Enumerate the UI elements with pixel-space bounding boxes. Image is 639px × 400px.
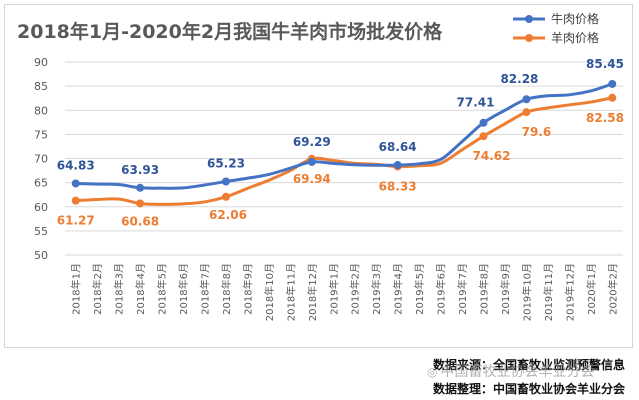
x-tick-label: 2018年3月 (113, 263, 126, 315)
line-chart: 2018年1月-2020年2月我国牛羊肉市场批发价格 50 55 60 65 70 75 8… (17, 11, 624, 321)
source-note-1: 数据来源：全国畜牧业监测预警信息 (432, 358, 625, 372)
legend-marker (525, 34, 533, 42)
data-label: 82.58 (586, 111, 624, 125)
x-tick-label: 2019年1月 (327, 263, 340, 315)
x-tick-label: 2018年2月 (91, 263, 104, 315)
data-label: 77.41 (457, 96, 495, 110)
x-axis-ticks: 2018年1月 2018年2月 2018年3月 2018年4月 2018年5月 2018年… (70, 263, 620, 321)
x-tick-label: 2018年8月 (220, 263, 233, 315)
y-tick-label: 50 (34, 249, 48, 262)
x-tick-label: 2019年12月 (563, 263, 576, 321)
legend-label: 羊肉价格 (551, 30, 599, 45)
y-tick-label: 90 (34, 56, 48, 69)
data-point (221, 192, 230, 201)
watermark: ◎ 中国畜牧业协会羊业分会 (427, 361, 594, 381)
data-point (307, 157, 316, 166)
y-tick-label: 85 (34, 80, 48, 93)
y-tick-label: 75 (34, 128, 48, 141)
x-tick-label: 2019年2月 (349, 263, 362, 315)
data-label: 69.29 (293, 135, 331, 149)
x-tick-label: 2019年8月 (478, 263, 491, 315)
data-label: 74.62 (473, 149, 511, 163)
data-point (479, 132, 488, 141)
y-tick-label: 55 (34, 225, 48, 238)
y-tick-label: 60 (34, 201, 48, 214)
data-label: 68.64 (379, 140, 417, 154)
y-axis-ticks: 50 55 60 65 70 75 80 85 90 (34, 56, 48, 262)
x-tick-label: 2019年4月 (392, 263, 405, 315)
y-tick-label: 70 (34, 153, 48, 166)
x-tick-label: 2019年9月 (499, 263, 512, 315)
chart-title: 2018年1月-2020年2月我国牛羊肉市场批发价格 (17, 20, 443, 43)
watermark-text: 中国畜牧业协会羊业分会 (440, 364, 595, 380)
data-point (71, 179, 80, 188)
wechat-icon: ◎ (427, 365, 438, 379)
data-labels: 64.83 63.93 65.23 69.29 68.64 77.41 82.28 85.45… (57, 57, 624, 229)
data-point (479, 118, 488, 127)
x-tick-label: 2019年7月 (456, 263, 469, 315)
data-point (608, 93, 617, 102)
x-tick-label: 2018年5月 (156, 263, 169, 315)
legend-marker (525, 15, 533, 23)
x-tick-label: 2018年12月 (306, 263, 319, 321)
legend-label: 牛肉价格 (551, 11, 599, 26)
data-label: 64.83 (57, 158, 95, 172)
series-lines (71, 79, 617, 208)
data-point (393, 161, 402, 170)
data-label: 63.93 (121, 163, 159, 177)
data-point (136, 199, 145, 208)
source-note-2: 数据整理：中国畜牧业协会羊业分会 (432, 382, 625, 396)
data-label: 68.33 (379, 180, 417, 194)
chart-panel: 2018年1月-2020年2月我国牛羊肉市场批发价格 50 55 60 65 70 75 8… (4, 4, 633, 348)
data-point (522, 95, 531, 104)
data-label: 60.68 (121, 214, 159, 228)
data-label: 62.06 (209, 208, 247, 222)
y-tick-label: 80 (34, 104, 48, 117)
x-tick-label: 2018年11月 (284, 263, 297, 321)
x-tick-label: 2018年9月 (241, 263, 254, 315)
x-tick-label: 2018年4月 (134, 263, 147, 315)
x-tick-label: 2020年2月 (606, 263, 619, 315)
data-point (221, 177, 230, 186)
data-label: 61.27 (57, 214, 95, 228)
x-tick-label: 2018年6月 (177, 263, 190, 315)
x-tick-label: 2020年1月 (585, 263, 598, 315)
data-point (136, 183, 145, 192)
data-point (608, 79, 617, 88)
x-tick-label: 2019年3月 (370, 263, 383, 315)
data-label: 65.23 (207, 157, 245, 171)
data-point (71, 196, 80, 205)
x-tick-label: 2018年7月 (199, 263, 212, 315)
data-label: 85.45 (586, 57, 624, 71)
y-tick-label: 65 (34, 177, 48, 190)
gridlines (65, 61, 623, 256)
x-tick-label: 2019年5月 (413, 263, 426, 315)
data-label: 69.94 (293, 172, 331, 186)
data-label: 82.28 (500, 72, 538, 86)
x-tick-label: 2019年6月 (435, 263, 448, 315)
data-point (522, 108, 531, 117)
x-tick-label: 2018年1月 (70, 263, 83, 315)
x-tick-label: 2019年11月 (542, 263, 555, 321)
x-tick-label: 2019年10月 (520, 263, 533, 321)
x-tick-label: 2018年10月 (263, 263, 276, 321)
data-label: 79.6 (522, 125, 552, 139)
